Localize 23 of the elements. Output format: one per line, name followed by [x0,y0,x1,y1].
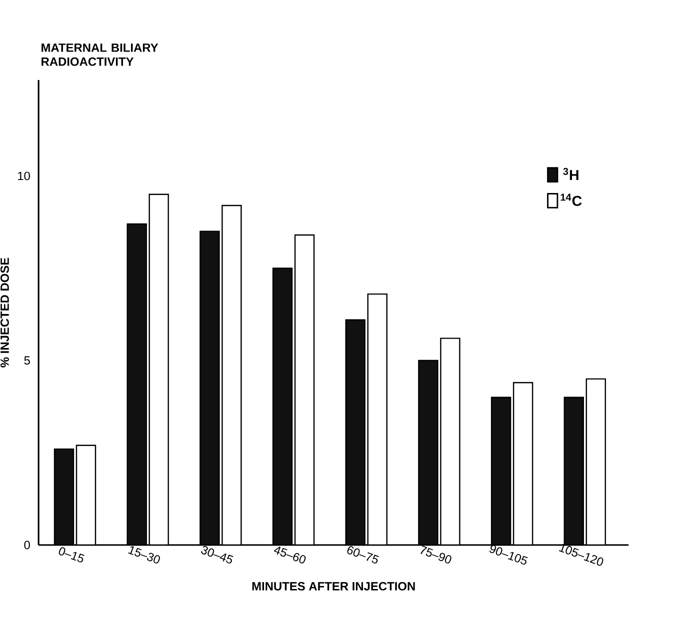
legend-label: $^{14}$C [560,194,582,206]
bar [564,396,584,545]
y-tick-label: 0 [24,540,30,550]
bar [54,448,74,545]
x-tick-label: 75–90 [420,545,452,564]
bar [345,319,366,545]
x-tick-label: 45–60 [274,546,306,564]
x-axis-title: MINUTES AFTER INJECTION [252,582,415,590]
bar [200,230,220,545]
chart-title: MATERNAL BILIARY RADIOACTIVITY [42,44,158,66]
bar [272,268,293,545]
x-tick-label: 15–30 [128,546,160,564]
y-tick-label: 10 [18,172,30,180]
x-tick-label: 90–105 [490,544,528,565]
legend-label: $^{3}$H [563,168,578,180]
x-tick-label: 0–15 [58,547,84,562]
bar [418,360,438,545]
x-tick-label: 30–45 [201,546,234,564]
bar [490,396,512,545]
x-tick-label: 60–75 [347,546,379,564]
y-axis-title: % INJECTED DOSE [0,258,9,368]
bar [126,223,147,545]
y-tick-label: 5 [24,356,30,365]
